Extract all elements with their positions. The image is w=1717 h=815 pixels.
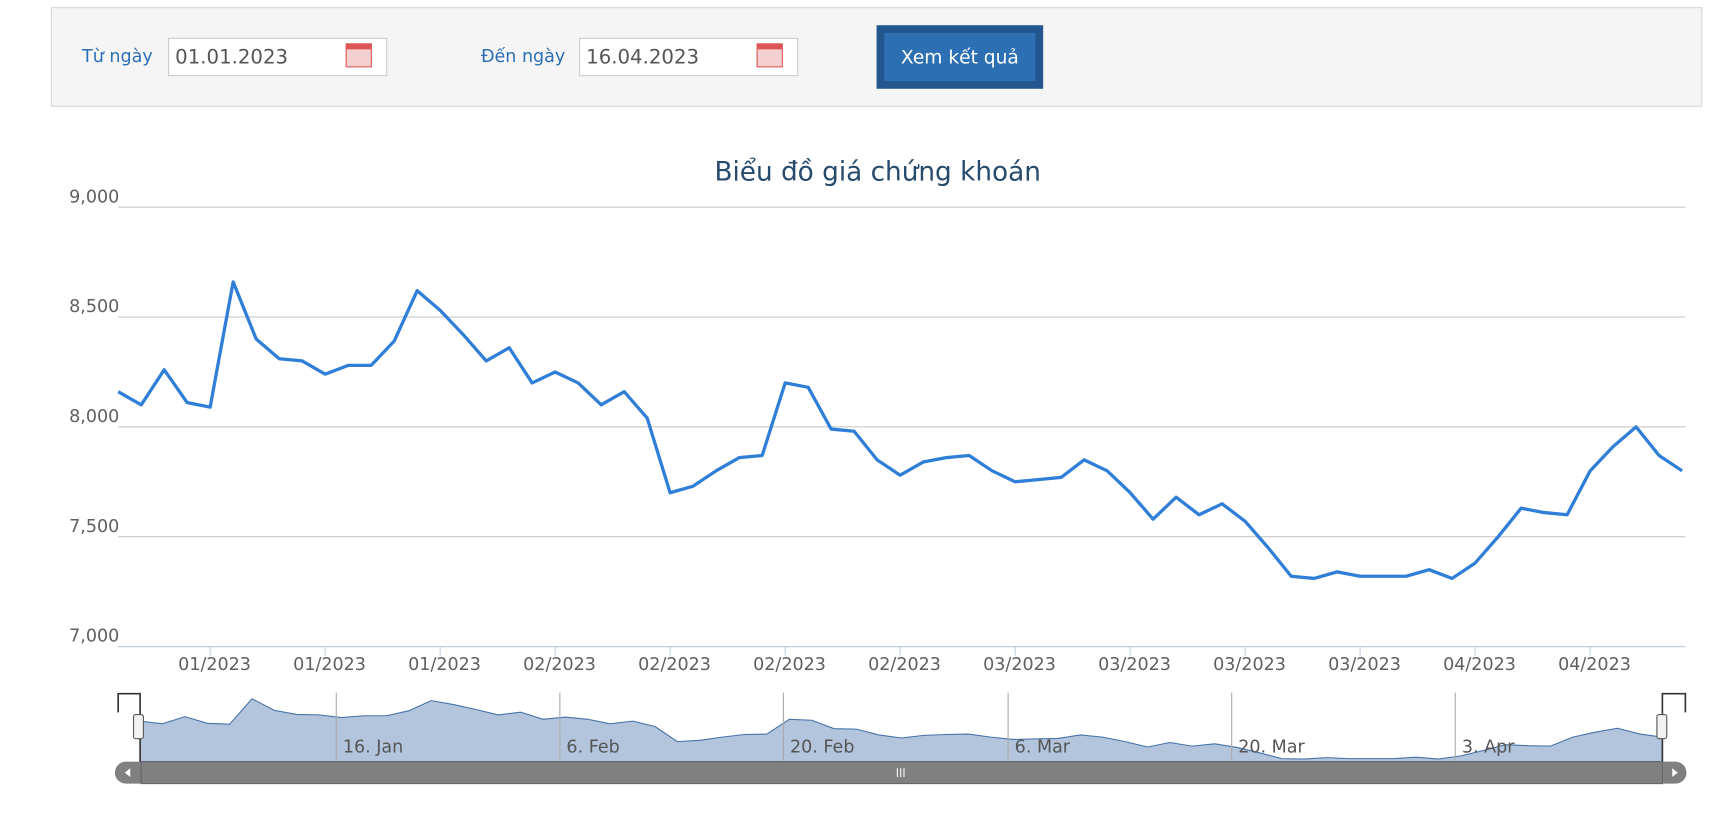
x-tick-label: 02/2023	[523, 655, 596, 675]
submit-label: Xem kết quả	[901, 47, 1019, 69]
y-tick-label: 8,500	[69, 297, 119, 317]
x-tick-label: 03/2023	[1328, 655, 1401, 675]
navigator-label: 6. Mar	[1015, 737, 1071, 757]
calendar-icon[interactable]	[756, 43, 783, 68]
navigator-label: 20. Mar	[1238, 737, 1305, 757]
scroll-grip	[896, 768, 905, 778]
x-tick-label: 02/2023	[868, 655, 941, 675]
price-line	[117, 280, 1684, 581]
navigator-label: 6. Feb	[566, 737, 619, 757]
chart-title: Biểu đồ giá chứng khoán	[714, 158, 1040, 188]
from-label: Từ ngày	[81, 47, 153, 67]
from-value: 01.01.2023	[175, 46, 288, 69]
submit-button[interactable]	[884, 32, 1036, 82]
scrollbar-thumb[interactable]	[140, 761, 1663, 785]
y-tick-label: 8,000	[69, 407, 119, 427]
navigator-label: 16. Jan	[343, 737, 403, 757]
navigator-label: 20. Feb	[790, 737, 854, 757]
x-tick-label: 02/2023	[753, 655, 826, 675]
x-tick-label: 01/2023	[408, 655, 481, 675]
x-tick-label: 01/2023	[293, 655, 366, 675]
navigator-label: 3. Apr	[1462, 737, 1515, 757]
y-tick-label: 7,000	[69, 627, 119, 647]
x-tick-label: 02/2023	[638, 655, 711, 675]
x-tick-label: 04/2023	[1443, 655, 1516, 675]
to-label: Đến ngày	[481, 46, 565, 67]
scroll-left-arrow[interactable]	[124, 768, 131, 778]
handle-left[interactable]	[132, 714, 144, 740]
y-tick-label: 9,000	[69, 187, 119, 207]
scroll-right-arrow[interactable]	[1672, 768, 1678, 778]
x-tick-label: 04/2023	[1558, 655, 1631, 675]
x-tick-label: 03/2023	[1213, 655, 1286, 675]
y-tick-label: 7,500	[69, 517, 119, 537]
to-value: 16.04.2023	[586, 46, 699, 69]
handle-right[interactable]	[1656, 714, 1668, 740]
x-tick-label: 01/2023	[178, 655, 251, 675]
navigator-area	[139, 698, 1663, 763]
x-tick-label: 03/2023	[983, 655, 1056, 675]
calendar-icon[interactable]	[345, 43, 372, 68]
x-tick-label: 03/2023	[1098, 655, 1171, 675]
